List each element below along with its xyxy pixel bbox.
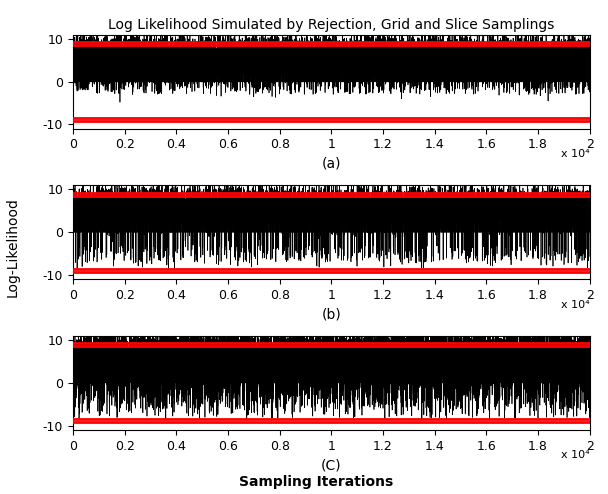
Title: Log Likelihood Simulated by Rejection, Grid and Slice Samplings: Log Likelihood Simulated by Rejection, G… [108, 18, 554, 32]
Text: Log-Likelihood: Log-Likelihood [5, 197, 19, 297]
Text: (C): (C) [321, 458, 342, 472]
Text: (b): (b) [322, 307, 341, 322]
Text: (a): (a) [322, 157, 341, 171]
Text: Sampling Iterations: Sampling Iterations [239, 475, 393, 489]
Text: x 10⁴: x 10⁴ [561, 300, 590, 310]
Text: x 10⁴: x 10⁴ [561, 149, 590, 160]
Text: x 10⁴: x 10⁴ [561, 451, 590, 460]
